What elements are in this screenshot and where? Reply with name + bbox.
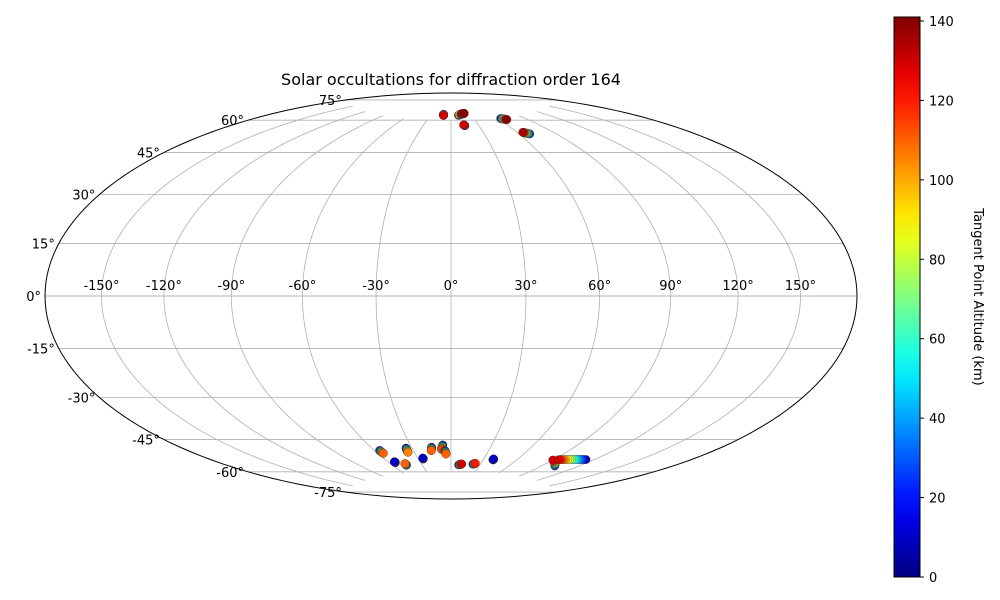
data-point xyxy=(403,448,413,457)
grid-line-lon xyxy=(549,105,801,487)
x-tick-label: -60° xyxy=(289,279,317,294)
data-point xyxy=(441,449,451,459)
data-point xyxy=(489,454,499,464)
x-tick-label: -120° xyxy=(146,279,182,294)
y-tick-label: 15° xyxy=(32,237,55,252)
x-tick-label: 90° xyxy=(659,279,682,294)
y-tick-label: 30° xyxy=(72,189,95,204)
grid-line-lon xyxy=(475,120,527,472)
data-point xyxy=(518,127,528,137)
colorbar-tick-label: 40 xyxy=(929,412,946,427)
x-tick-label: 150° xyxy=(785,279,816,294)
y-tick-label: -75° xyxy=(314,486,342,501)
colorbar-gradient xyxy=(893,16,921,578)
x-tick-label: -30° xyxy=(362,279,390,294)
x-tick-label: 0° xyxy=(444,279,459,294)
grid-line-lon xyxy=(230,115,383,477)
map-outline xyxy=(44,92,858,500)
y-tick-label: -30° xyxy=(68,392,96,407)
colorbar: 0 20 40 60 80 100 120 140 Tangent Point Altitud… xyxy=(893,15,985,586)
data-point xyxy=(390,457,399,467)
x-tick-label: -150° xyxy=(83,279,119,294)
y-tick-label: 45° xyxy=(137,146,160,161)
grid xyxy=(45,99,857,493)
grid-line-lon xyxy=(101,105,353,487)
y-tick-label: 75° xyxy=(319,94,342,109)
data-point xyxy=(457,459,467,469)
data-points xyxy=(375,108,591,471)
data-point xyxy=(439,111,448,120)
grid-line-lon xyxy=(163,111,366,481)
data-point xyxy=(554,455,563,465)
x-tick-label: 60° xyxy=(588,279,611,294)
data-point xyxy=(418,453,428,463)
data-point xyxy=(379,449,388,458)
data-point xyxy=(459,120,469,130)
chart-title: Solar occultations for diffraction order… xyxy=(281,70,621,89)
data-point xyxy=(470,459,480,468)
colorbar-tick-label: 120 xyxy=(929,94,954,109)
data-point xyxy=(459,108,469,118)
grid-line-lon xyxy=(536,111,739,481)
y-tick-label: -15° xyxy=(27,343,55,358)
colorbar-label: Tangent Point Altitude (km) xyxy=(970,207,985,385)
grid-line-lon xyxy=(498,118,601,474)
x-tick-label: 120° xyxy=(722,279,753,294)
colorbar-tick-label: 20 xyxy=(929,492,946,507)
grid-line-lon xyxy=(519,115,672,477)
data-point xyxy=(426,446,436,456)
grid-line-lon xyxy=(375,120,427,472)
y-tick-label: -45° xyxy=(132,434,160,449)
grid-line-lon xyxy=(301,118,404,474)
x-tick-label: 30° xyxy=(514,279,537,294)
colorbar-ticks: 0 20 40 60 80 100 120 140 xyxy=(920,15,954,586)
data-point xyxy=(400,459,410,468)
colorbar-tick-label: 80 xyxy=(929,253,946,268)
colorbar-tick-label: 60 xyxy=(929,333,946,348)
data-point xyxy=(502,115,512,124)
y-tick-label: 0° xyxy=(26,290,41,305)
y-tick-label: -60° xyxy=(216,466,244,481)
colorbar-tick-label: 0 xyxy=(929,571,937,586)
colorbar-tick-label: 140 xyxy=(929,15,954,30)
x-tick-label: -90° xyxy=(217,279,245,294)
y-tick-label: 60° xyxy=(221,114,244,129)
colorbar-tick-label: 100 xyxy=(929,174,954,189)
tick-labels: -150° -120° -90° -60° -30° 0° 30° 60° 90° 120° 150… xyxy=(26,94,816,501)
